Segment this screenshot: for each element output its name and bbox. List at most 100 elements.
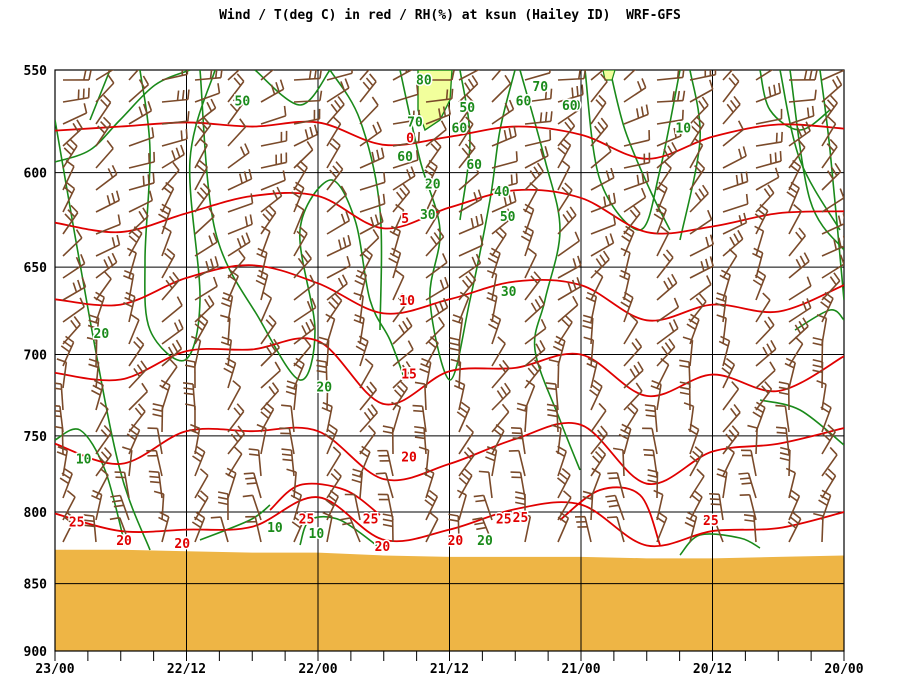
wind-barb: [95, 270, 112, 301]
wind-barb: [485, 445, 498, 477]
wind-barb-shaft: [62, 96, 89, 103]
wind-barb-feather: [637, 361, 644, 371]
wind-barb: [755, 108, 783, 125]
wind-barb-feather: [710, 503, 721, 506]
wind-barb-shaft: [491, 108, 514, 125]
wind-barb-feather: [486, 297, 497, 303]
wind-barb-feather: [600, 73, 608, 83]
wind-barb: [83, 514, 97, 543]
wind-barb-feather: [544, 146, 549, 157]
wind-barb-feather: [827, 468, 837, 477]
wind-barb-feather: [123, 301, 133, 308]
wind-barb-feather: [826, 99, 835, 108]
wind-barb-feather: [684, 521, 695, 528]
wind-barb: [293, 318, 316, 345]
rh-label: 10: [309, 527, 325, 542]
wind-barb: [425, 228, 445, 257]
wind-barb-feather: [602, 58, 607, 67]
wind-barb-feather: [345, 210, 351, 221]
wind-barb-feather: [574, 99, 581, 110]
wind-barb-feather: [361, 445, 371, 453]
wind-barb-shaft: [821, 263, 844, 279]
wind-barb-feather: [363, 411, 372, 421]
wind-barb-shaft: [689, 406, 695, 433]
wind-barb-feather: [491, 313, 501, 321]
wind-barb: [227, 380, 242, 411]
wind-barb-feather: [102, 116, 112, 125]
wind-barb-shaft: [128, 84, 149, 103]
wind-barb-feather: [297, 257, 306, 267]
wind-barb-shaft: [524, 155, 549, 169]
wind-barb-feather: [372, 228, 380, 239]
wind-barb-feather: [125, 291, 136, 298]
wind-barb-feather: [433, 138, 442, 148]
wind-barb-feather: [333, 468, 342, 477]
wind-barb-feather: [676, 70, 680, 79]
wind-barb-shaft: [458, 279, 477, 301]
wind-barb-feather: [653, 213, 663, 221]
wind-barb-feather: [224, 362, 235, 369]
wind-barb-feather: [612, 447, 624, 451]
wind-barb-feather: [812, 358, 823, 363]
wind-barb-feather: [66, 490, 76, 498]
x-tick-label: 22/12: [167, 662, 206, 677]
wind-barb: [389, 225, 401, 257]
wind-barb-feather: [331, 297, 340, 306]
wind-barb-feather: [814, 70, 818, 80]
wind-barb-shaft: [293, 149, 314, 169]
wind-barb-feather: [627, 406, 636, 415]
wind-barb-feather: [138, 79, 146, 89]
wind-barb: [458, 213, 484, 235]
wind-barb-feather: [471, 74, 479, 85]
wind-barb: [392, 317, 413, 345]
wind-barb-feather: [202, 182, 211, 192]
wind-barb-shaft: [62, 237, 83, 257]
wind-barb-feather: [286, 468, 297, 473]
wind-barb-feather: [620, 247, 631, 254]
wind-barb-feather: [752, 279, 763, 287]
wind-barb-shaft: [788, 146, 806, 169]
wind-barb-shaft: [722, 70, 734, 81]
wind-barb-feather: [725, 357, 735, 366]
wind-barb-feather: [806, 107, 810, 118]
wind-barb-feather: [367, 425, 376, 434]
wind-barb-feather: [631, 342, 639, 352]
wind-barb-feather: [232, 99, 241, 108]
wind-barb-feather: [227, 274, 237, 282]
wind-barb-feather: [522, 208, 533, 216]
wind-barb-feather: [702, 184, 709, 194]
wind-barb: [326, 116, 342, 147]
wind-barb-feather: [513, 125, 517, 137]
wind-barb-feather: [499, 56, 505, 64]
wind-barb-shaft: [62, 127, 83, 147]
wind-barb-feather: [410, 166, 416, 177]
wind-barb-feather: [460, 401, 471, 409]
wind-barb-feather: [103, 424, 112, 434]
wind-barb-feather: [606, 55, 611, 64]
wind-barb: [755, 131, 783, 147]
wind-barb-feather: [700, 261, 705, 272]
wind-barb-feather: [547, 414, 558, 418]
wind-barb-feather: [769, 361, 776, 371]
wind-barb-shaft: [62, 518, 76, 543]
wind-barb-feather: [709, 498, 720, 501]
wind-barb-feather: [476, 526, 487, 531]
wind-barb-feather: [193, 450, 204, 458]
wind-barb-shaft: [95, 82, 115, 103]
wind-barb-feather: [692, 450, 701, 459]
wind-barb-feather: [426, 494, 436, 502]
wind-barb-feather: [438, 300, 444, 311]
wind-barb-feather: [594, 269, 604, 278]
wind-barb-feather: [465, 275, 473, 285]
wind-barb-feather: [122, 446, 133, 451]
wind-barb-feather: [428, 181, 438, 189]
wind-barb-shaft: [656, 232, 670, 257]
wind-barb-feather: [152, 403, 163, 407]
wind-barb-feather: [389, 230, 400, 237]
wind-barb: [359, 404, 378, 433]
wind-barb-feather: [487, 257, 498, 264]
wind-barb-feather: [358, 335, 369, 342]
wind-barb-shaft: [425, 324, 445, 345]
rh-high-fill: [417, 70, 453, 132]
wind-barb-shaft: [260, 179, 286, 191]
